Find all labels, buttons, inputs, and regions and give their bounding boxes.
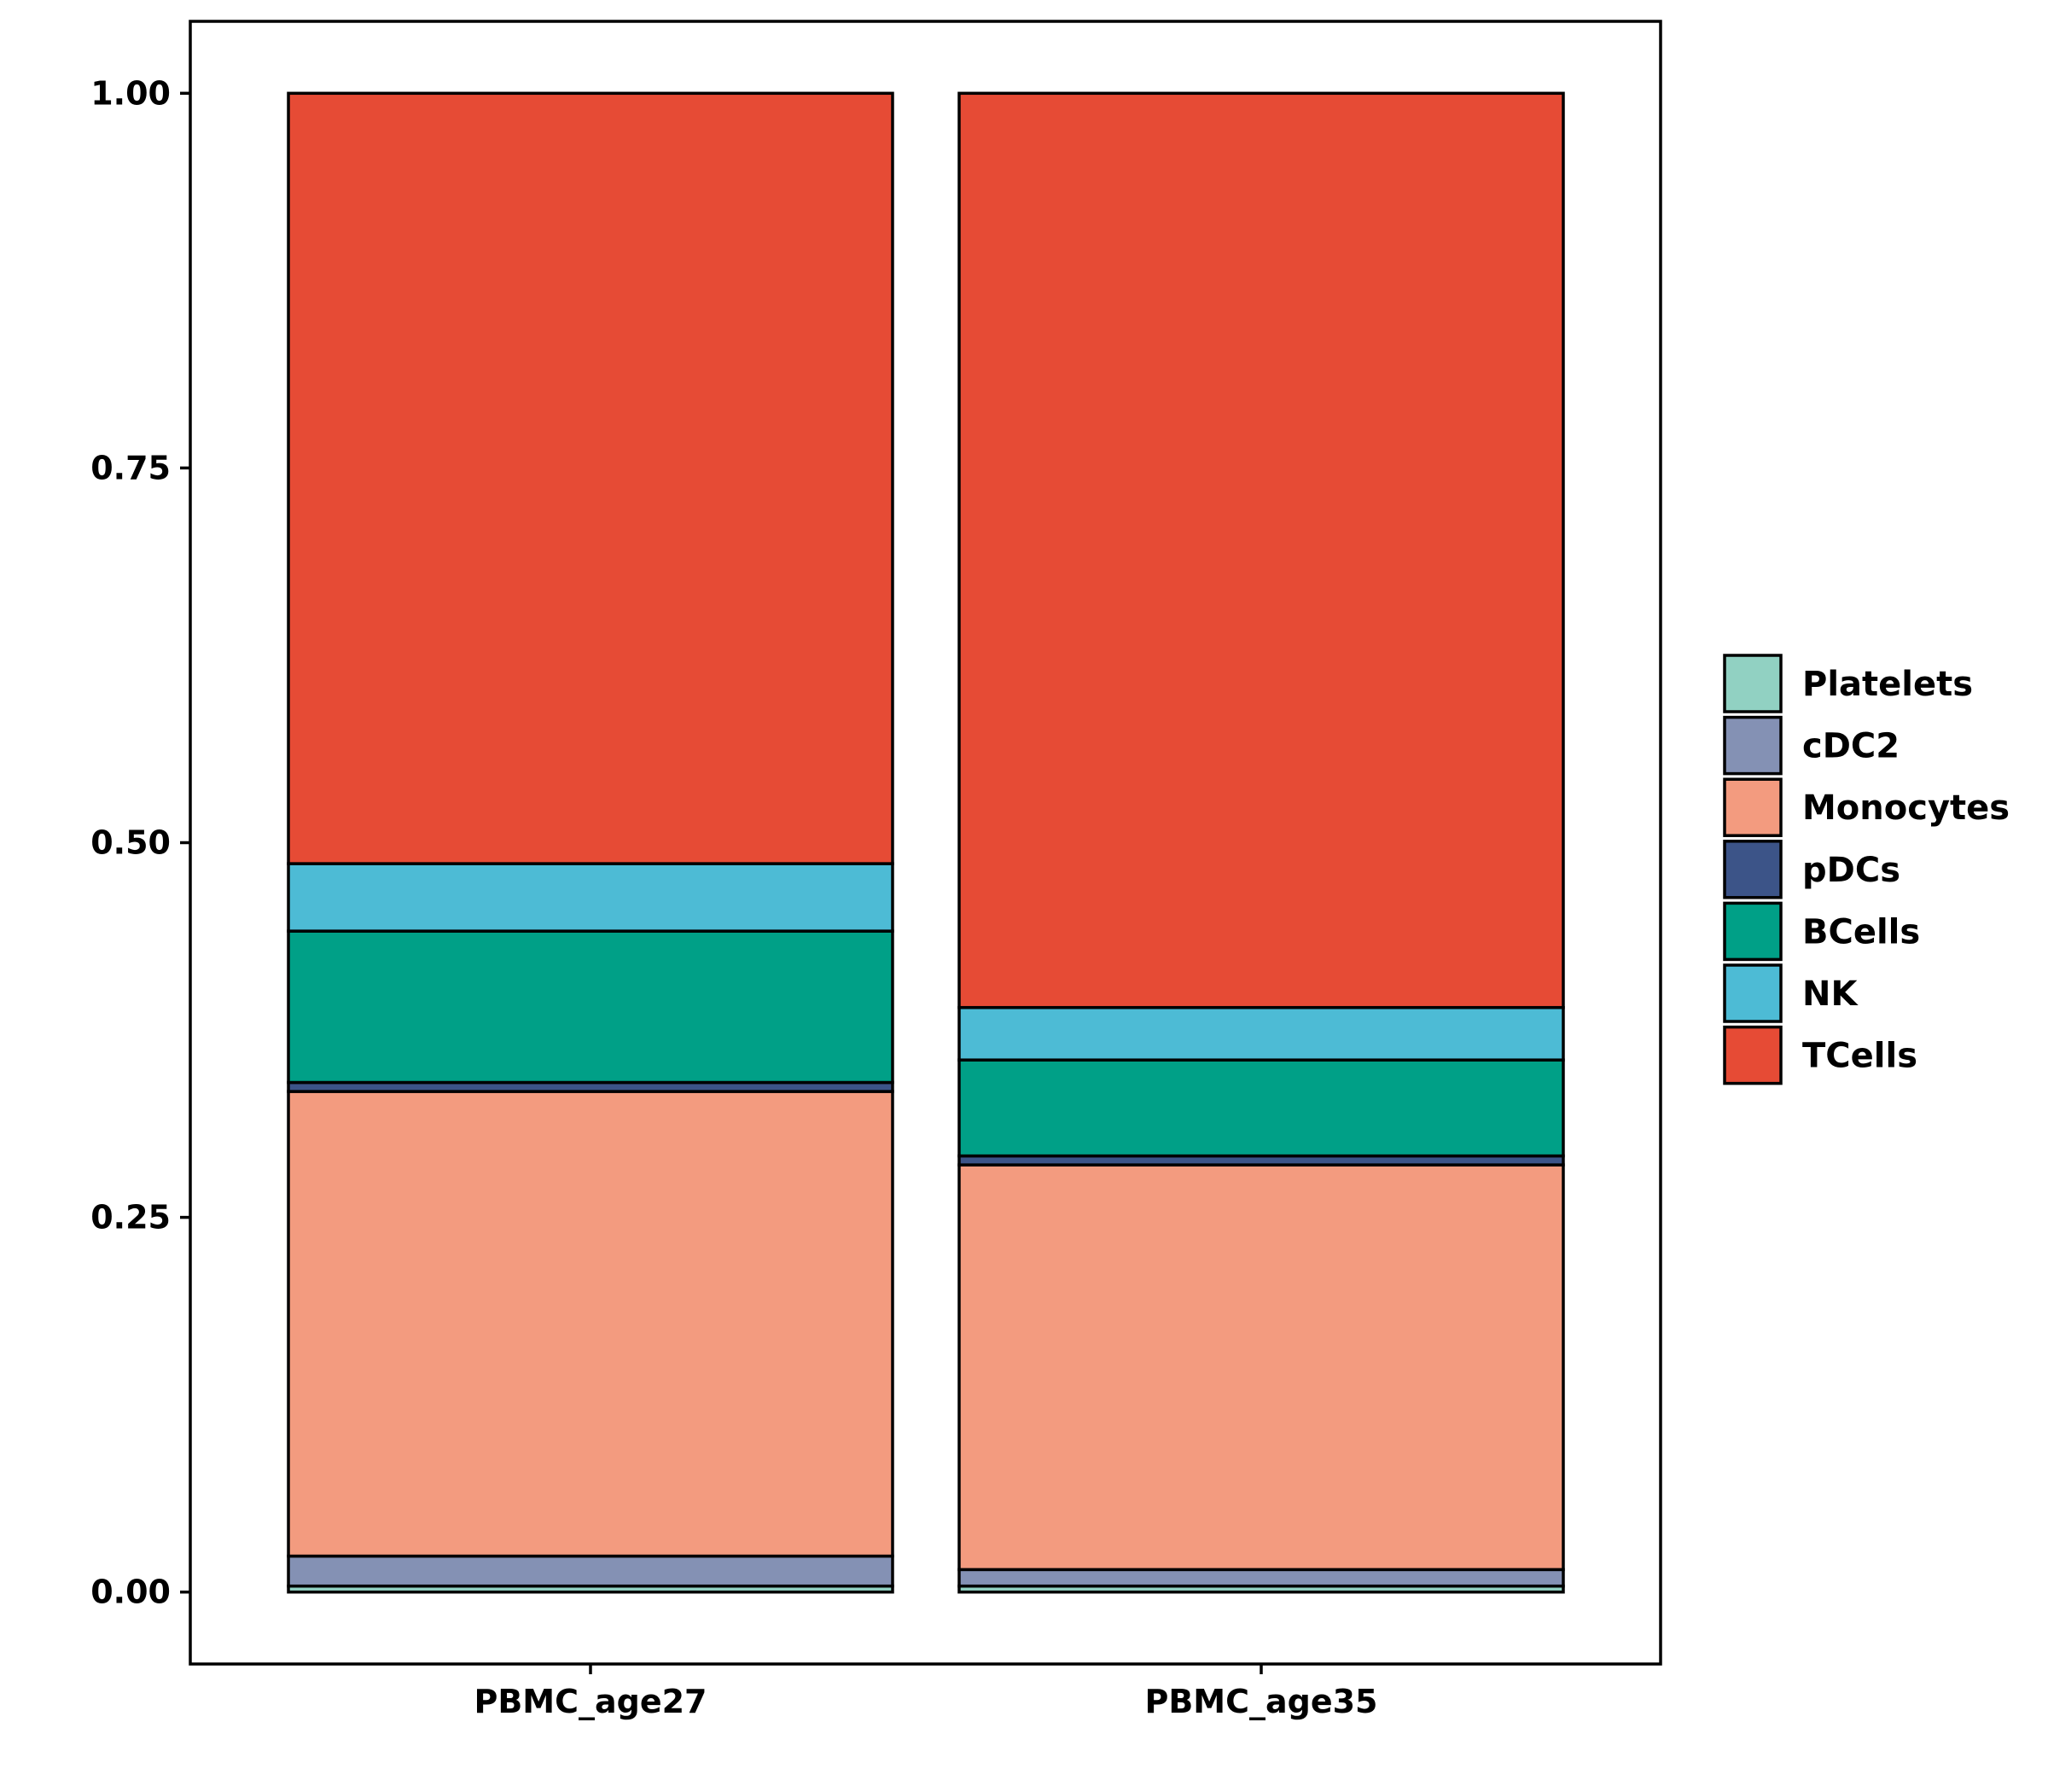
legend-swatch-cdc2 — [1723, 715, 1783, 776]
y-tick-label: 0.50 — [90, 824, 171, 862]
bar-stack-PBMC_age35 — [957, 91, 1565, 1594]
y-tick-label: 0.75 — [90, 449, 171, 486]
bar-segment-cdc2-pbmc_age35 — [957, 1568, 1565, 1588]
bar-segment-monocytes-pbmc_age27 — [287, 1090, 894, 1558]
bar-segment-monocytes-pbmc_age35 — [957, 1163, 1565, 1572]
legend-label-monocytes: Monocytes — [1802, 788, 2010, 828]
bar-stacks — [287, 91, 1565, 1594]
legend: Platelets cDC2 Monocytes pDCs BCells NK TCells — [1723, 654, 2010, 1085]
y-axis: 0.00 0.25 0.50 0.75 1.00 — [90, 74, 190, 1611]
legend-swatch-platelets — [1723, 654, 1783, 713]
bar-segment-nk-pbmc_age27 — [287, 862, 894, 933]
bar-segment-tcells-pbmc_age27 — [287, 91, 894, 865]
x-tick-label: PBMC_age35 — [1144, 1683, 1377, 1720]
bar-segment-bcells-pbmc_age27 — [287, 929, 894, 1085]
legend-swatch-bcells — [1723, 901, 1783, 962]
x-axis: PBMC_age27 PBMC_age35 — [474, 1664, 1378, 1720]
x-tick-label: PBMC_age27 — [474, 1683, 707, 1720]
legend-label-pdcs: pDCs — [1802, 851, 1900, 890]
legend-label-cdc2: cDC2 — [1802, 727, 1900, 766]
legend-label-platelets: Platelets — [1802, 665, 1973, 704]
legend-label-nk: NK — [1802, 975, 1859, 1014]
bar-segment-bcells-pbmc_age35 — [957, 1058, 1565, 1158]
y-tick-label: 0.00 — [90, 1574, 171, 1611]
legend-swatch-pdcs — [1723, 840, 1783, 899]
legend-swatch-tcells — [1723, 1025, 1783, 1085]
legend-label-tcells: TCells — [1802, 1037, 1917, 1076]
y-tick-label: 0.25 — [90, 1199, 171, 1236]
bar-segment-nk-pbmc_age35 — [957, 1005, 1565, 1062]
legend-swatch-monocytes — [1723, 777, 1783, 837]
bar-segment-cdc2-pbmc_age27 — [287, 1554, 894, 1588]
legend-label-bcells: BCells — [1802, 912, 1920, 951]
legend-swatch-nk — [1723, 963, 1783, 1023]
bar-stack-PBMC_age27 — [287, 91, 894, 1594]
y-tick-label: 1.00 — [90, 74, 171, 112]
bar-segment-tcells-pbmc_age35 — [957, 91, 1565, 1009]
